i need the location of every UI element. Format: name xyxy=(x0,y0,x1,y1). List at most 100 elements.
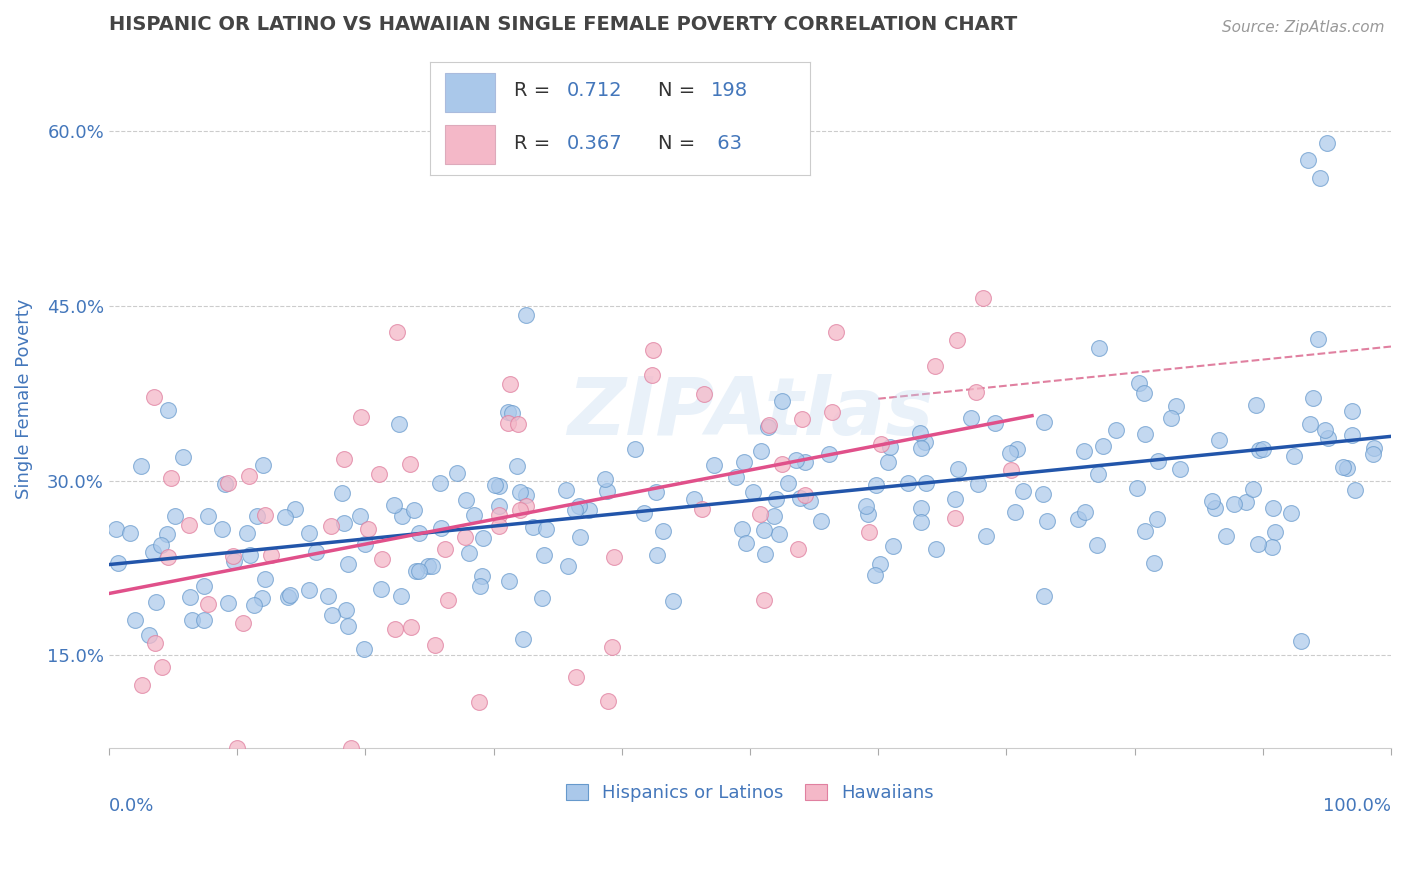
Point xyxy=(253,508,276,522)
Point xyxy=(1012,484,1035,499)
Point xyxy=(752,523,775,537)
Point xyxy=(1306,332,1329,346)
Point xyxy=(1135,426,1157,441)
Point xyxy=(879,440,901,454)
Point xyxy=(104,522,127,536)
Point xyxy=(226,741,249,756)
Point xyxy=(333,451,356,466)
Point xyxy=(1036,514,1059,528)
Point xyxy=(1316,136,1339,150)
Point xyxy=(243,598,266,612)
Point xyxy=(350,409,373,424)
Point xyxy=(1253,442,1275,457)
Point xyxy=(870,437,893,451)
Point xyxy=(515,500,537,514)
Point xyxy=(472,531,495,545)
Point xyxy=(1066,512,1088,526)
Point xyxy=(405,564,427,578)
Point xyxy=(1143,556,1166,570)
Point xyxy=(193,613,215,627)
Point xyxy=(825,326,848,340)
Point xyxy=(924,359,946,373)
Point xyxy=(598,694,620,708)
Point xyxy=(1296,153,1319,168)
Text: 0.367: 0.367 xyxy=(567,134,623,153)
Point xyxy=(910,501,932,516)
Point xyxy=(304,545,326,559)
Point xyxy=(337,619,360,633)
Point xyxy=(399,620,422,634)
Text: 0.712: 0.712 xyxy=(567,81,623,100)
Point xyxy=(596,483,619,498)
Point xyxy=(557,559,579,574)
Point xyxy=(876,455,898,469)
Point xyxy=(1133,524,1156,538)
Point xyxy=(1166,399,1188,413)
Point xyxy=(733,455,755,469)
Point xyxy=(429,476,451,491)
Point xyxy=(645,548,668,562)
Point xyxy=(693,386,716,401)
Point xyxy=(143,390,166,404)
Point xyxy=(388,417,411,432)
Point xyxy=(662,594,685,608)
Point xyxy=(1204,501,1226,516)
Point xyxy=(384,622,406,636)
Point xyxy=(150,659,173,673)
Point xyxy=(1208,434,1230,448)
Point xyxy=(236,525,259,540)
Point xyxy=(749,508,772,522)
Point xyxy=(565,670,588,684)
Point xyxy=(488,519,510,533)
Point xyxy=(1126,481,1149,495)
Point xyxy=(211,522,233,536)
Point xyxy=(1168,462,1191,476)
Point xyxy=(776,476,799,491)
Point xyxy=(389,589,412,603)
Point xyxy=(1032,415,1054,429)
Point xyxy=(1128,376,1150,390)
Point xyxy=(602,549,624,564)
Point xyxy=(1344,483,1367,497)
Point xyxy=(349,509,371,524)
Point xyxy=(337,557,360,571)
Point xyxy=(254,572,277,586)
Point xyxy=(1341,404,1364,418)
Point xyxy=(1215,529,1237,543)
Point xyxy=(333,516,356,531)
Point xyxy=(1289,633,1312,648)
Point xyxy=(354,537,377,551)
Point xyxy=(471,569,494,583)
Point xyxy=(910,516,932,530)
Point xyxy=(1133,386,1156,401)
Point xyxy=(530,591,553,605)
Point xyxy=(260,548,283,562)
Point xyxy=(645,485,668,500)
Point xyxy=(505,458,527,473)
Point xyxy=(1091,439,1114,453)
Point xyxy=(501,406,523,420)
Point xyxy=(1284,449,1306,463)
Point xyxy=(488,508,510,523)
Point xyxy=(633,506,655,520)
Y-axis label: Single Female Poverty: Single Female Poverty xyxy=(15,299,32,500)
Point xyxy=(959,411,981,425)
Point xyxy=(749,444,772,458)
Point xyxy=(787,542,810,557)
Point xyxy=(319,519,342,533)
Point xyxy=(1331,460,1354,475)
Point xyxy=(1264,524,1286,539)
Point xyxy=(515,308,537,322)
Point xyxy=(408,564,430,578)
Point xyxy=(965,385,987,400)
Point xyxy=(408,526,430,541)
Point xyxy=(810,514,832,528)
Point xyxy=(156,550,179,565)
Point xyxy=(222,549,245,563)
Point xyxy=(1033,589,1056,603)
Point xyxy=(298,582,321,597)
Point xyxy=(1361,447,1384,461)
Point xyxy=(1160,411,1182,425)
Point xyxy=(817,447,839,461)
Point xyxy=(484,478,506,492)
